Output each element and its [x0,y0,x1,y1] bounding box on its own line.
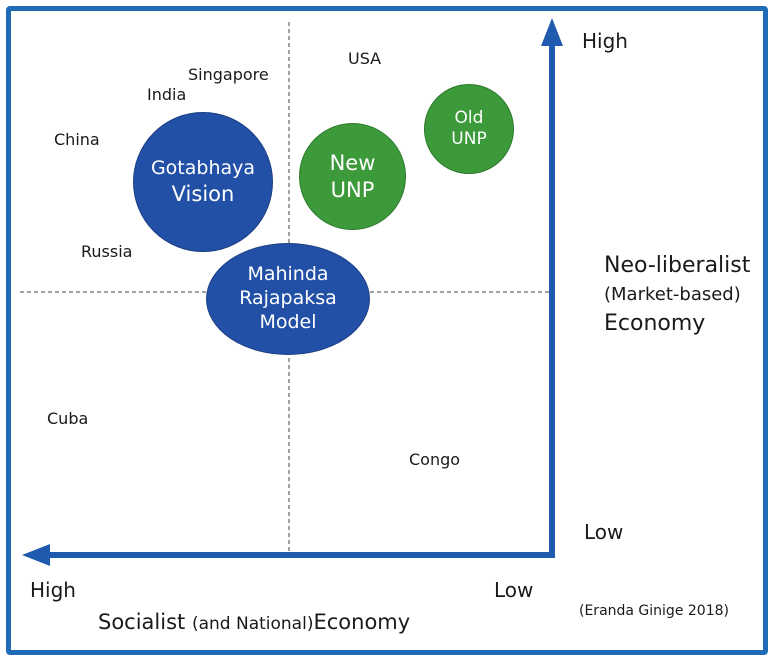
mahinda-line3: Model [259,310,317,333]
gotabhaya-line1: Gotabhaya [150,157,256,179]
vertical-axis-title-line3: Economy [604,310,706,336]
horizontal-axis-title-part1: Socialist [98,610,186,634]
vertical-high-label: High [582,29,628,53]
country-russia: Russia [81,242,133,261]
country-china: China [54,130,100,149]
vertical-axis-title: Neo-liberalist (Market-based) Economy [604,250,750,340]
country-singapore: Singapore [188,65,269,84]
vertical-axis-title-line2: (Market-based) [604,283,741,305]
circle-mahinda-rajapaksa-model: Mahinda Rajapaksa Model [206,243,370,355]
horizontal-axis-title: Socialist (and National)Economy [98,610,410,634]
gotabhaya-line2: Vision [171,181,235,206]
country-usa: USA [348,49,382,68]
new-unp-line2: UNP [330,177,375,202]
vertical-axis-title-line1: Neo-liberalist [604,253,751,278]
country-india: India [147,85,187,104]
mahinda-line2: Rajapaksa [239,287,337,310]
horizontal-axis-title-part2: (and National) [191,614,314,634]
horizontal-axis-title-part3: Economy [313,610,411,634]
horizontal-low-label: Low [494,578,534,602]
country-congo: Congo [409,450,461,469]
country-cuba: Cuba [47,409,89,428]
diagram-frame [6,6,768,655]
old-unp-line1: Old [454,107,484,128]
circle-new-unp: New UNP [299,123,406,230]
old-unp-line2: UNP [451,129,487,149]
circle-old-unp: Old UNP [424,84,514,174]
vertical-axis-arrowhead [541,18,563,46]
mahinda-line1: Mahinda [247,263,329,286]
horizontal-high-label: High [30,578,76,602]
circle-gotabhaya-vision: Gotabhaya Vision [133,112,273,252]
citation: (Eranda Ginige 2018) [579,603,729,619]
vertical-low-label: Low [584,520,624,544]
new-unp-line1: New [329,151,376,176]
horizontal-axis-arrowhead [22,544,50,566]
